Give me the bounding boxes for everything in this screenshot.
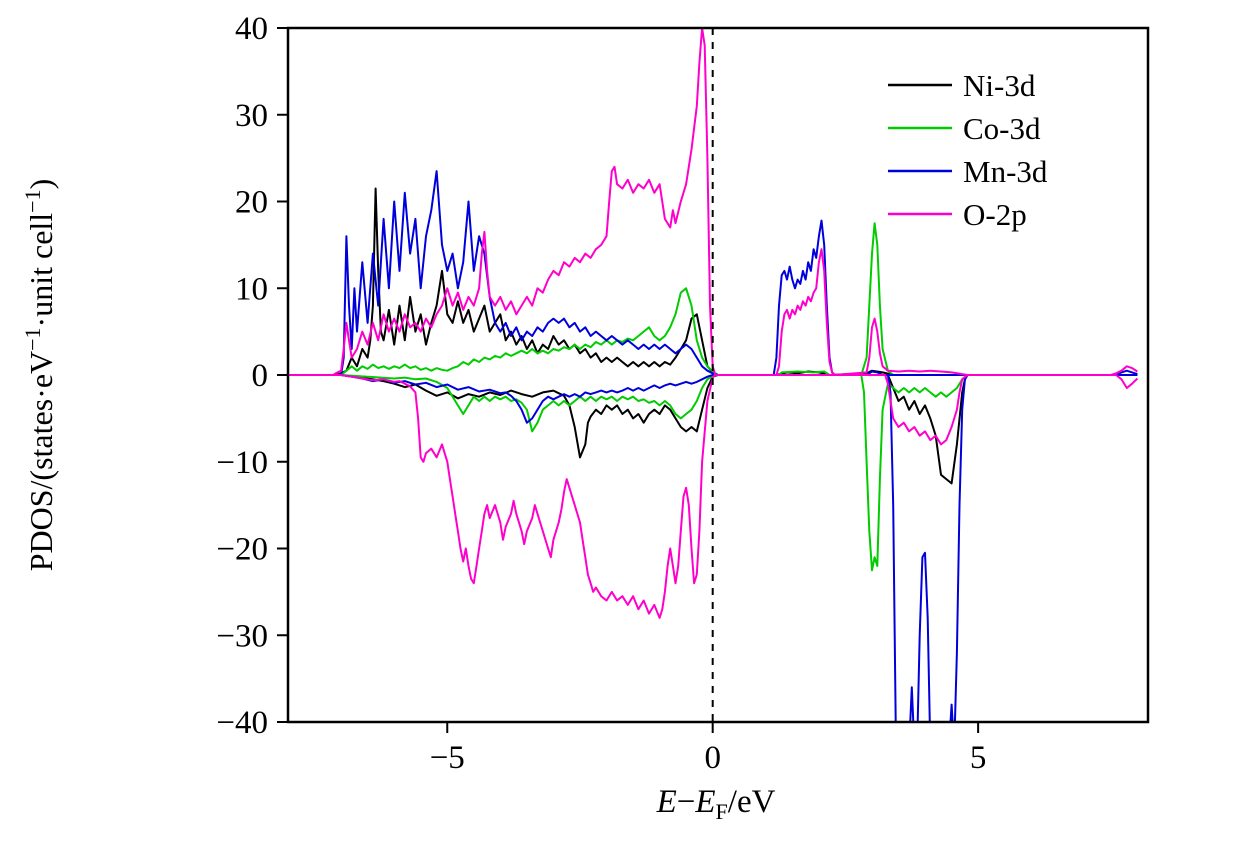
y-tick-label: 40	[235, 11, 268, 47]
series-o-2p-up	[288, 28, 1138, 376]
legend: Ni-3d Co-3d Mn-3d O-2p	[888, 68, 1048, 232]
series-mn-3d-up	[288, 170, 1138, 376]
y-tick-label: −30	[216, 618, 268, 654]
y-tick-label: 30	[235, 98, 268, 134]
legend-label: Mn-3d	[963, 154, 1048, 189]
y-tick-label: 20	[235, 185, 268, 221]
legend-entry-o-2p: O-2p	[888, 197, 1027, 232]
x-tick-label: 0	[704, 740, 721, 776]
series-mn-3d-down	[288, 374, 1138, 722]
y-tick-label: −10	[216, 445, 268, 481]
legend-entry-mn-3d: Mn-3d	[888, 154, 1048, 189]
legend-entry-co-3d: Co-3d	[888, 111, 1041, 146]
y-tick-label: 10	[235, 271, 268, 307]
x-tick-label: 5	[970, 740, 987, 776]
y-axis-label: PDOS/(states·eV−1·unit cell−1)	[20, 179, 59, 572]
x-tick-label: −5	[430, 740, 465, 776]
legend-label: O-2p	[963, 197, 1027, 232]
series-o-2p-down	[288, 374, 1139, 619]
x-axis-label: E−EF/eV	[656, 784, 776, 824]
series-co-3d-up	[288, 222, 1138, 376]
series-ni-3d-down	[288, 374, 1138, 485]
y-tick-label: −40	[216, 705, 268, 741]
legend-entry-ni-3d: Ni-3d	[888, 68, 1036, 103]
legend-label: Co-3d	[963, 111, 1041, 146]
legend-label: Ni-3d	[963, 68, 1036, 103]
series-group	[288, 28, 1139, 722]
y-tick-label: 0	[252, 358, 269, 394]
series-co-3d-down	[288, 374, 1138, 572]
y-tick-label: −20	[216, 532, 268, 568]
